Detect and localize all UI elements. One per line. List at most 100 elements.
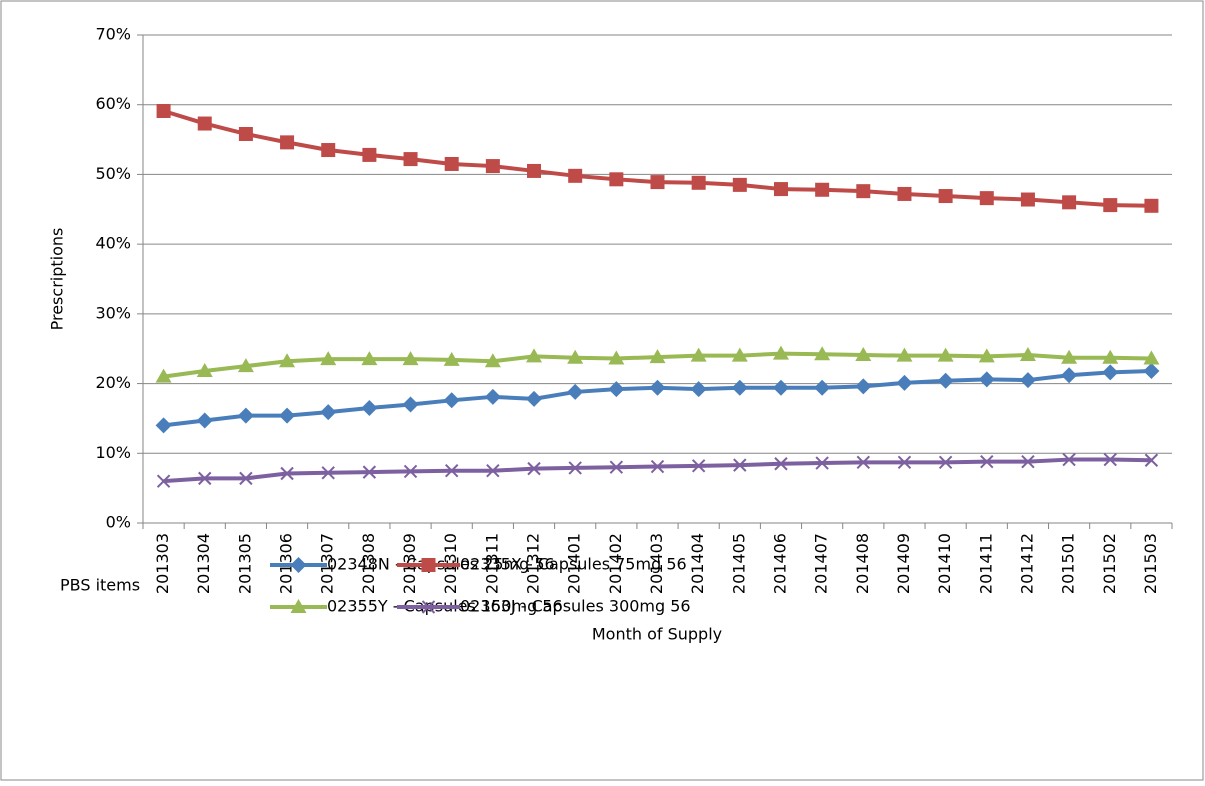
x-tick-label: 201408 bbox=[853, 533, 872, 594]
marker bbox=[443, 351, 460, 366]
marker bbox=[196, 363, 213, 378]
y-tick-label: 30% bbox=[95, 303, 131, 322]
marker bbox=[856, 455, 871, 470]
marker bbox=[279, 353, 296, 368]
marker bbox=[484, 388, 501, 405]
marker bbox=[773, 182, 788, 197]
y-tick-label: 60% bbox=[95, 94, 131, 113]
legend-label: 02363J - Capsules 300mg 56 bbox=[460, 597, 691, 616]
marker bbox=[362, 147, 377, 162]
marker bbox=[361, 351, 378, 366]
marker bbox=[156, 103, 171, 118]
marker bbox=[814, 346, 831, 361]
x-tick-label: 201404 bbox=[688, 533, 707, 594]
marker bbox=[896, 347, 913, 362]
marker bbox=[1144, 198, 1159, 213]
marker bbox=[568, 168, 583, 183]
marker bbox=[608, 381, 625, 398]
marker bbox=[1103, 452, 1117, 467]
marker bbox=[774, 457, 788, 471]
marker bbox=[486, 464, 500, 478]
marker bbox=[239, 471, 253, 486]
marker bbox=[772, 379, 789, 396]
marker bbox=[856, 184, 871, 199]
marker bbox=[485, 159, 500, 174]
marker bbox=[980, 454, 994, 469]
marker bbox=[855, 378, 872, 395]
marker bbox=[237, 407, 254, 424]
x-tick-label: 201410 bbox=[935, 533, 954, 594]
legend-marker bbox=[290, 557, 307, 573]
marker bbox=[1143, 363, 1160, 380]
marker bbox=[402, 351, 419, 366]
marker bbox=[444, 156, 459, 171]
marker bbox=[320, 351, 337, 366]
marker bbox=[650, 175, 665, 190]
x-tick-label: 201303 bbox=[153, 533, 172, 594]
marker bbox=[649, 379, 666, 396]
marker bbox=[1102, 349, 1119, 364]
marker bbox=[1019, 346, 1036, 361]
marker bbox=[443, 392, 460, 409]
y-tick-label: 20% bbox=[95, 373, 131, 392]
x-tick-label: 201305 bbox=[235, 533, 254, 594]
x-tick-label: 201304 bbox=[194, 533, 213, 594]
marker bbox=[1062, 452, 1076, 467]
y-tick-label: 40% bbox=[95, 234, 131, 253]
marker bbox=[321, 466, 335, 480]
marker bbox=[731, 379, 748, 396]
marker bbox=[896, 374, 913, 391]
marker bbox=[608, 350, 625, 365]
marker bbox=[690, 347, 707, 362]
marker bbox=[1021, 454, 1035, 469]
marker bbox=[937, 372, 954, 389]
legend-title: PBS items bbox=[60, 576, 140, 595]
marker bbox=[650, 459, 665, 474]
marker bbox=[403, 464, 418, 479]
marker bbox=[609, 172, 624, 187]
y-tick-label: 0% bbox=[106, 513, 131, 532]
marker bbox=[938, 455, 953, 470]
marker bbox=[197, 116, 212, 131]
marker bbox=[237, 358, 254, 373]
marker bbox=[527, 461, 541, 476]
marker bbox=[1061, 349, 1078, 364]
marker bbox=[198, 471, 212, 486]
y-tick-label: 50% bbox=[95, 164, 131, 183]
marker bbox=[691, 459, 706, 473]
marker bbox=[938, 189, 953, 204]
x-tick-label: 201403 bbox=[647, 533, 666, 594]
x-tick-label: 201402 bbox=[606, 533, 625, 594]
y-tick-label: 10% bbox=[95, 443, 131, 462]
marker bbox=[1020, 192, 1035, 207]
x-tick-label: 201409 bbox=[894, 533, 913, 594]
marker bbox=[156, 474, 171, 488]
marker bbox=[567, 383, 584, 400]
x-tick-label: 201407 bbox=[812, 533, 831, 594]
marker bbox=[361, 399, 378, 416]
x-tick-label: 201406 bbox=[770, 533, 789, 594]
x-tick-label: 201502 bbox=[1100, 533, 1119, 594]
marker bbox=[978, 348, 995, 363]
marker bbox=[320, 404, 337, 421]
marker bbox=[649, 349, 666, 364]
marker bbox=[1102, 364, 1119, 381]
marker bbox=[979, 191, 994, 206]
x-tick-label: 201405 bbox=[729, 533, 748, 594]
marker bbox=[1062, 195, 1077, 210]
marker bbox=[897, 455, 912, 470]
x-tick-label: 201412 bbox=[1017, 533, 1036, 594]
x-tick-label: 201411 bbox=[976, 533, 995, 594]
marker bbox=[733, 458, 747, 472]
y-axis-title: Prescriptions bbox=[48, 228, 67, 331]
marker bbox=[568, 461, 582, 475]
marker bbox=[814, 379, 831, 396]
marker bbox=[196, 412, 213, 429]
marker bbox=[978, 371, 995, 388]
marker bbox=[1144, 453, 1159, 467]
marker bbox=[1103, 198, 1118, 213]
x-tick-label: 201401 bbox=[565, 533, 584, 594]
marker bbox=[815, 182, 830, 197]
marker bbox=[444, 464, 459, 478]
marker bbox=[897, 186, 912, 201]
